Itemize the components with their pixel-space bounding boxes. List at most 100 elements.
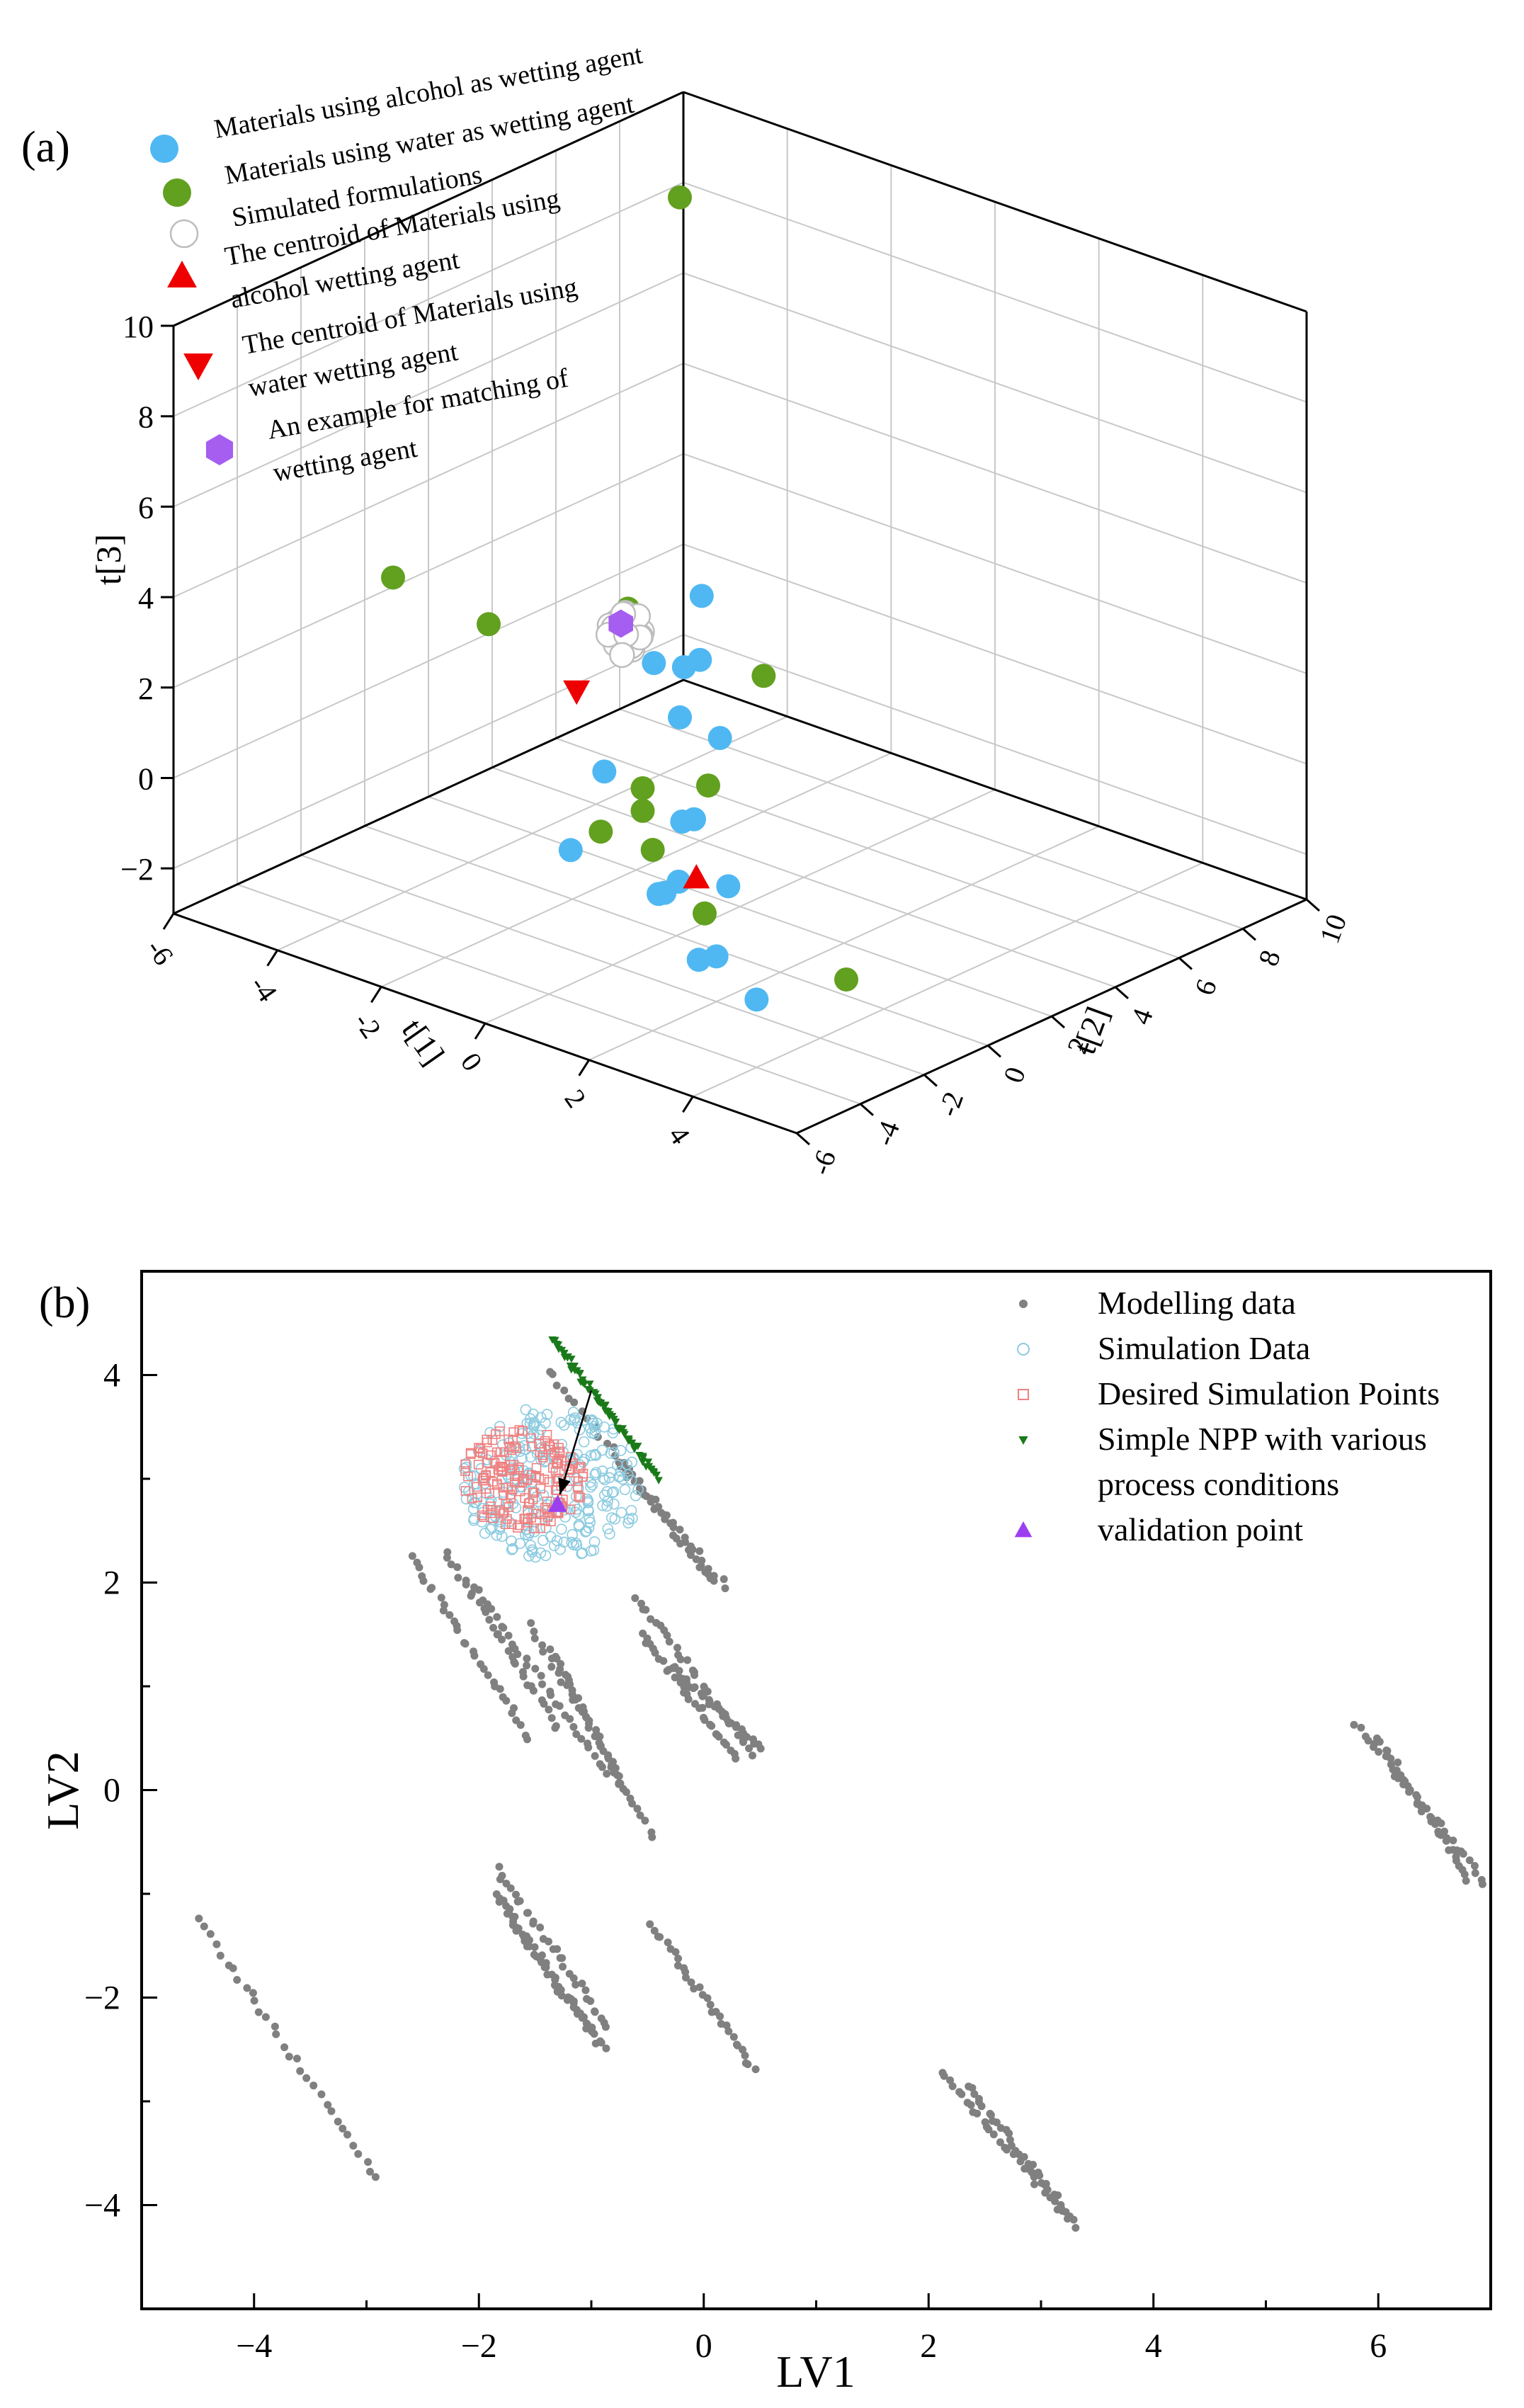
desired-simulation-point [460, 1466, 470, 1476]
modelling-data-point [569, 2003, 578, 2011]
centroid-marker [563, 680, 591, 705]
y-tick-mark [1242, 928, 1256, 941]
x-tick-label: −2 [461, 2327, 497, 2365]
legend-label: wetting agent [271, 433, 419, 488]
modelling-data-point [751, 2065, 760, 2074]
desired-simulation-point [526, 1470, 537, 1480]
modelling-data-point [948, 2082, 957, 2091]
back-wall-grid-line [173, 543, 684, 779]
modelling-data-point [973, 2109, 982, 2118]
modelling-data-point [440, 1601, 448, 1609]
simulation-data-point [586, 1479, 598, 1491]
modelling-data-point [557, 1986, 565, 1994]
modelling-data-point [1071, 2224, 1080, 2232]
desired-simulation-point [508, 1435, 518, 1445]
modelling-data-point [523, 1909, 531, 1917]
modelling-data-point [415, 1563, 423, 1572]
desired-simulation-point [506, 1492, 516, 1503]
modelling-data-point [1465, 1856, 1474, 1865]
modelling-data-point [1066, 2213, 1074, 2221]
modelling-data-point [749, 1751, 757, 1760]
floor-grid-line [491, 766, 1116, 988]
modelling-data-point [233, 1975, 241, 1984]
modelling-data-point [467, 1591, 475, 1600]
modelling-data-point [229, 1964, 237, 1972]
modelling-data-point [676, 1655, 685, 1664]
legend-label: Desired Simulation Points [1098, 1375, 1440, 1412]
back-wall-grid-line [173, 453, 684, 688]
y-tick-mark [860, 1103, 874, 1116]
scatter-point [707, 726, 732, 751]
simulation-data-point [494, 1523, 506, 1535]
desired-simulation-point [472, 1482, 482, 1492]
modelling-data-point [598, 1763, 606, 1771]
simple-npp-point [611, 1419, 620, 1426]
modelling-data-point [989, 2130, 998, 2139]
floor-grid-line [555, 737, 1180, 959]
legend-marker [150, 135, 178, 163]
modelling-data-point [615, 1772, 623, 1781]
scatter-point [558, 838, 583, 863]
desired-simulation-point [500, 1519, 511, 1529]
desired-simulation-point [496, 1455, 506, 1465]
legend-marker [1017, 1343, 1030, 1356]
centroid-marker [608, 609, 633, 638]
y-tick-label: 2 [103, 1564, 120, 1602]
simulation-data-point [506, 1535, 517, 1547]
desired-simulation-point [534, 1438, 544, 1449]
side-wall-grid-line [683, 543, 1307, 765]
modelling-data-point [715, 1732, 723, 1741]
modelling-data-point [641, 1817, 649, 1825]
modelling-data-point [243, 1984, 251, 1992]
modelling-data-point [484, 1671, 492, 1679]
simulation-data-point [607, 1427, 619, 1438]
simple-npp-point [564, 1353, 572, 1361]
modelling-data-point [642, 1492, 651, 1501]
y-tick-label: 4 [1125, 1004, 1159, 1028]
modelling-data-point [249, 1989, 257, 1997]
y-tick-label: -2 [931, 1088, 969, 1121]
desired-simulation-point [531, 1509, 541, 1519]
simulation-data-point [540, 1522, 552, 1533]
modelling-data-point [703, 1994, 712, 2002]
z-tick-label: 0 [138, 761, 154, 796]
modelling-data-point [690, 1984, 698, 1993]
modelling-data-point [744, 2060, 752, 2069]
modelling-data-point [659, 1657, 668, 1665]
modelling-data-point [462, 1580, 470, 1589]
modelling-data-point [529, 1686, 538, 1695]
panel-b-legend: Modelling data Simulation Data Desired Sim… [1014, 1285, 1440, 1547]
modelling-data-point [706, 2001, 715, 2009]
modelling-data-point [546, 1645, 555, 1654]
modelling-data-point [1449, 1836, 1457, 1845]
modelling-data-point [741, 2051, 749, 2060]
x-tick-mark [578, 1059, 590, 1077]
modelling-data-point [940, 2072, 948, 2080]
axis-frame-edge [173, 91, 684, 327]
y-tick-label: 10 [1313, 910, 1353, 948]
modelling-data-point [557, 1678, 565, 1686]
y-tick-mark [796, 1132, 810, 1146]
desired-simulation-point [534, 1473, 545, 1483]
modelling-data-point [1369, 1743, 1377, 1751]
simple-npp-point [638, 1458, 647, 1466]
modelling-data-point [513, 1650, 522, 1659]
simulation-data-point [612, 1459, 623, 1471]
modelling-data-point [496, 1875, 504, 1884]
simulation-data-point [525, 1540, 537, 1551]
scatter-point [592, 759, 617, 784]
simulation-data-point [615, 1445, 627, 1456]
simple-npp-point [600, 1403, 608, 1412]
modelling-data-point [530, 1634, 539, 1642]
modelling-data-point [673, 1643, 682, 1652]
modelling-data-point [1043, 2186, 1052, 2194]
modelling-data-point [493, 1613, 501, 1621]
modelling-data-point [516, 1721, 525, 1730]
desired-simulation-point [480, 1470, 491, 1481]
modelling-data-point [996, 2138, 1004, 2147]
modelling-data-point [568, 1686, 576, 1695]
modelling-data-point [343, 2130, 352, 2139]
modelling-data-point [552, 1654, 561, 1663]
modelling-data-point [502, 1902, 511, 1910]
modelling-data-point [631, 1477, 639, 1486]
